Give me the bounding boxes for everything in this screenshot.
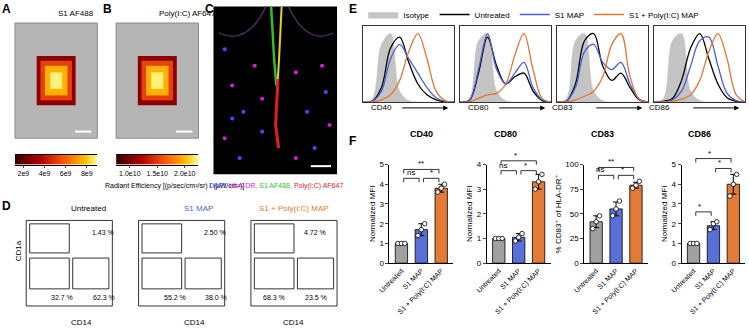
svg-text:CD83: CD83 [552, 103, 573, 112]
svg-text:CD86: CD86 [688, 129, 711, 139]
svg-text:D: D [2, 199, 11, 213]
svg-text:4: 4 [379, 180, 384, 189]
svg-text:Untreated: Untreated [71, 204, 106, 213]
svg-text:Poly(I:C) AF647: Poly(I:C) AF647 [159, 9, 216, 18]
svg-text:F: F [349, 134, 356, 148]
svg-text:1.0e10: 1.0e10 [119, 170, 141, 177]
svg-text:55.2 %: 55.2 % [164, 294, 186, 301]
svg-text:4.72 %: 4.72 % [304, 229, 326, 236]
svg-text:100: 100 [565, 160, 579, 169]
svg-text:Radiant Efficiency [(p/sec/cm²: Radiant Efficiency [(p/sec/cm²/sr) / (µW… [105, 182, 244, 190]
svg-text:C: C [205, 2, 214, 16]
svg-text:S1 + Poly(I:C) MAP: S1 + Poly(I:C) MAP [259, 204, 329, 213]
svg-text:CD40: CD40 [410, 129, 433, 139]
svg-text:S1 + Poly(I:C) MAP: S1 + Poly(I:C) MAP [494, 267, 543, 316]
svg-text:0: 0 [574, 259, 579, 268]
svg-text:*: * [718, 158, 721, 167]
svg-text:*: * [698, 202, 701, 211]
svg-text:CD80: CD80 [494, 129, 517, 139]
svg-text:2e9: 2e9 [18, 170, 30, 177]
svg-text:DAPI, HLA-DR, S1 AF488, Poly(I: DAPI, HLA-DR, S1 AF488, Poly(I:C) AF647 [209, 182, 343, 190]
svg-text:*: * [524, 161, 527, 170]
svg-text:2: 2 [672, 220, 677, 229]
svg-text:Isotype: Isotype [403, 11, 429, 20]
svg-text:4e9: 4e9 [39, 170, 51, 177]
svg-text:2: 2 [379, 220, 384, 229]
svg-text:*: * [514, 151, 517, 160]
svg-text:38.0 %: 38.0 % [205, 294, 227, 301]
svg-text:S1 + Poly(I:C) MAP: S1 + Poly(I:C) MAP [688, 267, 737, 316]
svg-text:0: 0 [379, 259, 384, 268]
svg-text:0: 0 [477, 259, 482, 268]
svg-text:B: B [103, 2, 112, 16]
svg-text:E: E [349, 2, 357, 16]
svg-text:CD14: CD14 [283, 318, 304, 327]
svg-text:3: 3 [477, 185, 482, 194]
svg-text:1: 1 [672, 239, 677, 248]
svg-text:ns: ns [596, 165, 604, 174]
svg-text:25: 25 [570, 234, 579, 243]
svg-text:S1 + Poly(I:C) MAP: S1 + Poly(I:C) MAP [396, 267, 445, 316]
svg-text:4: 4 [477, 160, 482, 169]
svg-text:50: 50 [570, 210, 579, 219]
svg-text:**: ** [418, 159, 424, 168]
svg-text:2.0e10: 2.0e10 [174, 170, 196, 177]
svg-text:S1 MAP: S1 MAP [401, 267, 424, 290]
svg-text:5: 5 [672, 160, 677, 169]
svg-text:S1 + Poly(I:C) MAP: S1 + Poly(I:C) MAP [591, 267, 640, 316]
svg-text:5: 5 [379, 160, 384, 169]
svg-text:4: 4 [672, 180, 677, 189]
svg-text:ns: ns [499, 161, 507, 170]
svg-text:*: * [621, 165, 624, 174]
svg-text:A: A [2, 2, 11, 16]
svg-text:CD80: CD80 [468, 103, 489, 112]
svg-text:68.3 %: 68.3 % [263, 294, 285, 301]
svg-text:0: 0 [672, 259, 677, 268]
svg-text:3: 3 [672, 200, 677, 209]
svg-text:**: ** [608, 157, 614, 166]
svg-text:2.50 %: 2.50 % [204, 229, 226, 236]
svg-text:S1 MAP: S1 MAP [693, 267, 716, 290]
svg-text:Untreated: Untreated [475, 267, 502, 294]
svg-text:2: 2 [477, 210, 482, 219]
svg-text:S1 + Poly(I:C) MAP: S1 + Poly(I:C) MAP [629, 11, 699, 20]
svg-text:1: 1 [379, 239, 384, 248]
svg-text:32.7 %: 32.7 % [51, 294, 73, 301]
svg-text:75: 75 [570, 185, 579, 194]
svg-text:% CD83⁺ of HLA-DR⁺: % CD83⁺ of HLA-DR⁺ [554, 174, 563, 253]
svg-text:Untreated: Untreated [573, 267, 600, 294]
svg-text:1.5e10: 1.5e10 [147, 170, 169, 177]
svg-text:CD83: CD83 [591, 129, 614, 139]
svg-text:Untreated: Untreated [378, 267, 405, 294]
svg-text:CD86: CD86 [649, 103, 670, 112]
svg-text:CD1a: CD1a [14, 240, 23, 261]
svg-text:*: * [708, 149, 711, 158]
svg-text:S1 MAP: S1 MAP [596, 267, 619, 290]
svg-text:Untreated: Untreated [670, 267, 697, 294]
svg-text:CD14: CD14 [184, 318, 205, 327]
svg-text:Normalized MFI: Normalized MFI [465, 186, 474, 242]
svg-text:Normalized MFI: Normalized MFI [368, 186, 377, 242]
svg-text:62.3 %: 62.3 % [93, 294, 115, 301]
svg-text:*: * [430, 168, 433, 177]
svg-text:S1 AF488: S1 AF488 [58, 9, 94, 18]
svg-text:S1 MAP: S1 MAP [499, 267, 522, 290]
svg-text:ns: ns [407, 168, 415, 177]
svg-text:1: 1 [477, 234, 482, 243]
svg-text:3: 3 [379, 200, 384, 209]
svg-text:Untreated: Untreated [475, 11, 510, 20]
svg-text:6e9: 6e9 [60, 170, 72, 177]
svg-text:S1 MAP: S1 MAP [555, 11, 584, 20]
svg-text:1.43 %: 1.43 % [92, 229, 114, 236]
svg-text:CD40: CD40 [371, 103, 392, 112]
svg-text:Normalized MFI: Normalized MFI [660, 186, 669, 242]
svg-text:8e9: 8e9 [81, 170, 93, 177]
svg-text:CD14: CD14 [71, 318, 92, 327]
svg-text:23.5 %: 23.5 % [305, 294, 327, 301]
svg-text:S1 MAP: S1 MAP [184, 204, 213, 213]
